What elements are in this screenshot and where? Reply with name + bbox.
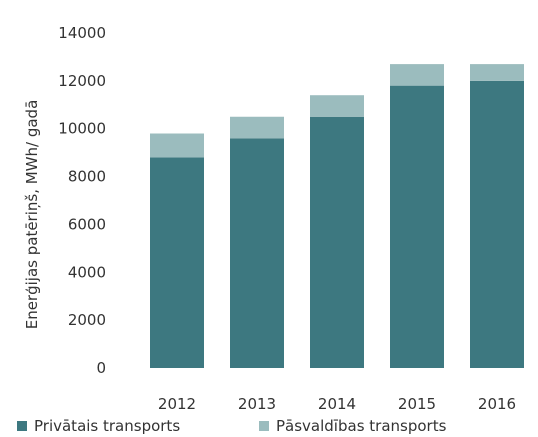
- y-tick-label: 6000: [68, 215, 106, 233]
- bar-municipal-2016: [470, 64, 524, 81]
- y-tick-label: 12000: [58, 72, 106, 90]
- bar-municipal-2015: [390, 64, 444, 86]
- bar-private-2012: [150, 157, 204, 368]
- y-tick-label: 14000: [58, 24, 106, 42]
- bar-private-2016: [470, 80, 524, 368]
- y-tick-label: 0: [96, 359, 106, 377]
- y-tick-label: 2000: [68, 311, 106, 329]
- bar-private-2015: [390, 85, 444, 369]
- y-tick-label: 4000: [68, 263, 106, 281]
- bar-municipal-2014: [310, 95, 364, 117]
- legend-swatch: [17, 421, 27, 431]
- y-tick-label: 8000: [68, 168, 106, 186]
- legend-label: Privātais transports: [34, 417, 180, 435]
- bar-municipal-2013: [230, 116, 284, 139]
- bar-private-2013: [230, 138, 284, 368]
- bars: [150, 64, 524, 369]
- legend-swatch: [259, 421, 269, 431]
- x-tick-label: 2013: [238, 395, 276, 413]
- x-axis: 2012 2013 2014 2015 2016: [158, 395, 516, 413]
- bar-municipal-2012: [150, 133, 204, 158]
- legend-item: Privātais transports: [17, 417, 180, 435]
- bar-private-2014: [310, 116, 364, 368]
- legend-label: Pāsvaldības transports: [276, 417, 447, 435]
- y-axis: 0 2000 4000 6000 8000 10000 12000 14000: [58, 24, 106, 377]
- x-tick-label: 2012: [158, 395, 196, 413]
- legend: Privātais transports Pāsvaldības transpor…: [17, 417, 447, 435]
- x-tick-label: 2015: [398, 395, 436, 413]
- y-tick-label: 10000: [58, 120, 106, 138]
- y-axis-title: Enerģijas patēriņš, MWh/ gadā: [23, 100, 41, 330]
- legend-item: Pāsvaldības transports: [259, 417, 447, 435]
- x-tick-label: 2014: [318, 395, 356, 413]
- x-tick-label: 2016: [478, 395, 516, 413]
